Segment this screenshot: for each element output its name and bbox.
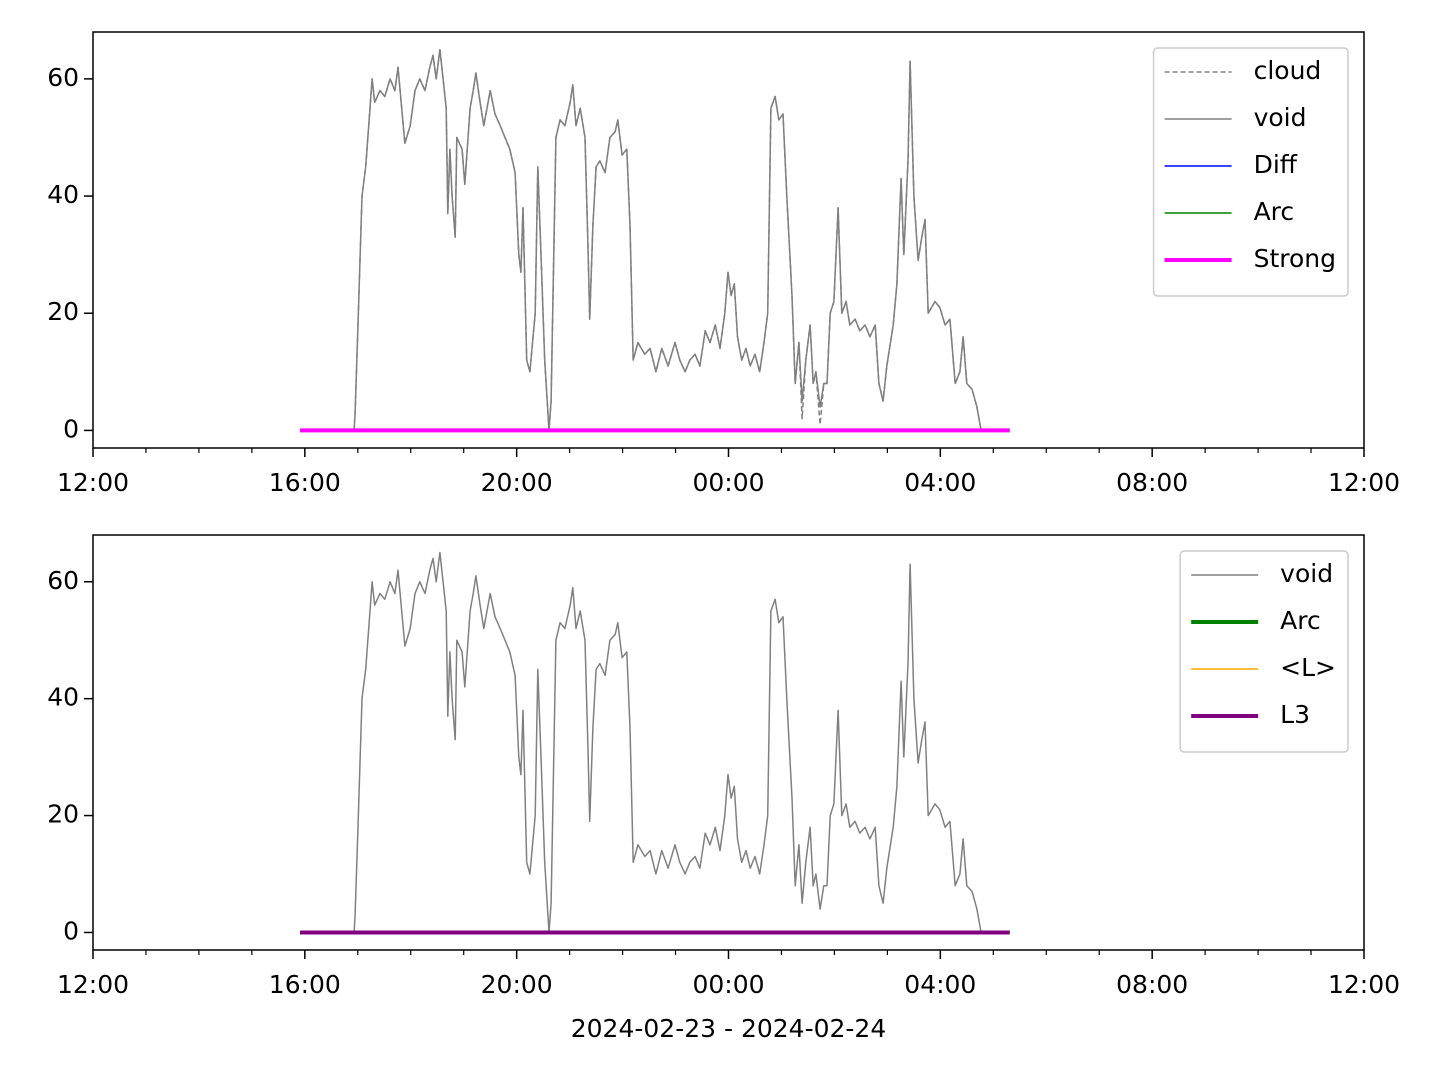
y-tick-label: 40 (47, 180, 79, 209)
legend: void Arc <L> L3 (1179, 550, 1349, 753)
data-line (353, 48, 982, 432)
x-tick-label: 16:00 (269, 970, 341, 999)
x-tick-label: 12:00 (1328, 468, 1400, 497)
legend-label: Arc (1280, 606, 1321, 635)
y-tick-label: 60 (47, 566, 79, 595)
y-tick-label: 20 (47, 297, 79, 326)
legend-label: <L> (1280, 653, 1336, 682)
x-tick-label: 20:00 (481, 468, 553, 497)
x-tick-label: 04:00 (904, 468, 976, 497)
plot: 12:00 16:00 20:00 00:00 04:00 08:00 12:00 0 20 40… (47, 31, 1400, 497)
legend-label: void (1280, 559, 1333, 588)
x-tick-label: 20:00 (481, 970, 553, 999)
y-tick-label: 0 (63, 916, 79, 945)
y-tick-label: 20 (47, 800, 79, 829)
y-tick-label: 40 (47, 683, 79, 712)
y-tick-label: 60 (47, 63, 79, 92)
x-tick-label: 08:00 (1116, 468, 1188, 497)
x-axis-label: 2024-02-23 - 2024-02-24 (571, 1014, 887, 1043)
x-tick-label: 12:00 (57, 468, 129, 497)
x-tick-label: 08:00 (1116, 970, 1188, 999)
x-tick-label: 00:00 (692, 970, 764, 999)
legend: cloud void Diff Arc Strong (1152, 47, 1349, 297)
data-line (353, 551, 982, 934)
legend-frame (1152, 47, 1349, 297)
legend-label: Strong (1254, 244, 1336, 273)
x-tick-label: 00:00 (692, 468, 764, 497)
x-tick-label: 12:00 (57, 970, 129, 999)
x-tick-label: 04:00 (904, 970, 976, 999)
x-tick-label: 12:00 (1328, 970, 1400, 999)
legend-label: Arc (1254, 197, 1295, 226)
plot: 12:00 16:00 20:00 00:00 04:00 08:00 12:00 0 20 40… (47, 534, 1400, 1043)
legend-label: cloud (1254, 56, 1322, 85)
legend-label: L3 (1280, 700, 1310, 729)
legend-frame (1179, 550, 1349, 753)
x-tick-label: 16:00 (269, 468, 341, 497)
legend-label: Diff (1254, 150, 1298, 179)
legend-label: void (1254, 103, 1307, 132)
y-tick-label: 0 (63, 414, 79, 443)
